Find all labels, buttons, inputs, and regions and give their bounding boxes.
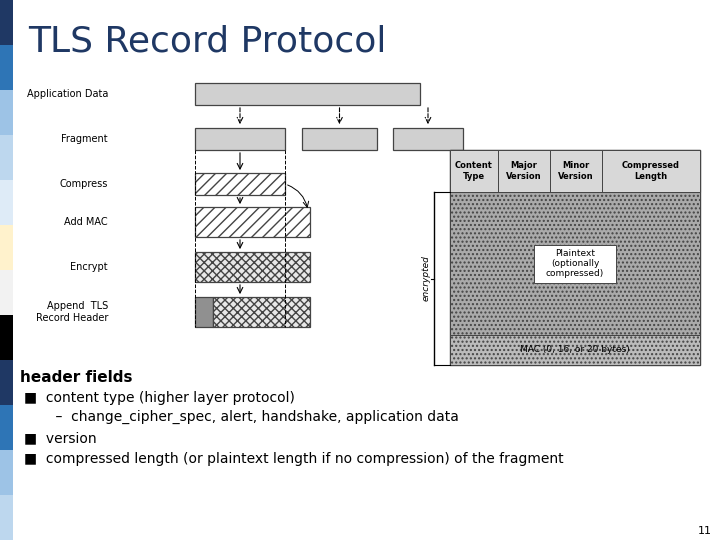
Text: Compressed
Length: Compressed Length [622, 161, 680, 181]
Text: ■  compressed length (or plaintext length if no compression) of the fragment: ■ compressed length (or plaintext length… [24, 452, 564, 466]
Text: ■  version: ■ version [24, 431, 96, 445]
Text: MAC (0, 16, or 20 bytes): MAC (0, 16, or 20 bytes) [520, 346, 630, 354]
Text: header fields: header fields [20, 370, 132, 385]
Bar [0, 45, 13, 90]
Bar [0, 450, 13, 495]
Bar [0, 90, 13, 135]
Text: Major
Version: Major Version [506, 161, 542, 181]
Text: TLS Record Protocol: TLS Record Protocol [28, 25, 387, 59]
Bar [602, 150, 700, 192]
Text: Application Data: Application Data [27, 89, 108, 99]
Text: Content
Type: Content Type [455, 161, 493, 181]
Bar [0, 360, 13, 405]
Bar [0, 405, 13, 450]
Text: Plaintext
(optionally
compressed): Plaintext (optionally compressed) [546, 248, 604, 279]
Bar [450, 150, 498, 192]
Bar [195, 252, 310, 282]
Bar [0, 225, 13, 270]
Text: 11: 11 [698, 526, 712, 536]
Bar [450, 192, 700, 335]
Bar [195, 297, 213, 327]
Text: Minor
Version: Minor Version [558, 161, 594, 181]
Bar [195, 173, 285, 195]
Text: –  change_cipher_spec, alert, handshake, application data: – change_cipher_spec, alert, handshake, … [38, 410, 459, 424]
Text: Append  TLS
Record Header: Append TLS Record Header [35, 301, 108, 323]
Bar [195, 128, 285, 150]
Bar [393, 128, 463, 150]
Text: encrypted: encrypted [421, 255, 431, 301]
Bar [213, 297, 310, 327]
Bar [450, 150, 700, 192]
Bar [0, 180, 13, 225]
Bar [450, 335, 700, 365]
Bar [550, 150, 602, 192]
Bar [534, 245, 616, 282]
Text: ■  content type (higher layer protocol): ■ content type (higher layer protocol) [24, 391, 295, 405]
Text: Encrypt: Encrypt [71, 262, 108, 272]
Text: Fragment: Fragment [61, 134, 108, 144]
Bar [0, 270, 13, 315]
Text: Compress: Compress [60, 179, 108, 189]
Bar [450, 150, 700, 365]
Bar [195, 83, 420, 105]
Bar [498, 150, 550, 192]
Text: Add MAC: Add MAC [64, 217, 108, 227]
Bar [302, 128, 377, 150]
Bar [0, 315, 13, 360]
Bar [0, 135, 13, 180]
Bar [0, 495, 13, 540]
Bar [0, 0, 13, 45]
Bar [195, 207, 310, 237]
